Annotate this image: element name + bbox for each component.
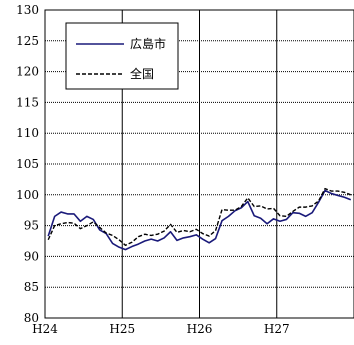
y-tick-label: 120 — [16, 65, 39, 79]
y-tick-label: 95 — [24, 219, 39, 233]
x-tick-label: H24 — [32, 322, 58, 336]
y-tick-label: 100 — [16, 188, 39, 202]
legend-label-hiroshima: 広島市 — [130, 36, 166, 51]
y-tick-label: 125 — [16, 34, 39, 48]
y-tick-label: 85 — [24, 280, 39, 294]
y-tick-label: 110 — [16, 126, 39, 140]
x-tick-label: H26 — [187, 322, 213, 336]
plot-frame — [44, 9, 354, 319]
y-tick-label: 90 — [24, 249, 39, 263]
x-tick-label: H25 — [109, 322, 135, 336]
y-tick-label: 105 — [16, 157, 39, 171]
series-line-hiroshima — [47, 189, 352, 251]
x-tick-label: H27 — [264, 322, 290, 336]
legend-label-national: 全国 — [130, 66, 154, 81]
y-tick-label: 115 — [16, 95, 39, 109]
y-axis: 80 85 90 95 100 105 110 115 120 125 130 — [16, 3, 39, 325]
series-line-national — [47, 187, 352, 247]
legend: 広島市 全国 — [65, 22, 179, 90]
grid-layer — [45, 10, 354, 318]
x-axis: H24 H25 H26 H27 — [32, 322, 289, 336]
legend-box — [65, 22, 179, 90]
y-tick-label: 80 — [24, 311, 39, 325]
y-tick-label: 130 — [16, 3, 39, 17]
series-layer — [47, 187, 352, 251]
